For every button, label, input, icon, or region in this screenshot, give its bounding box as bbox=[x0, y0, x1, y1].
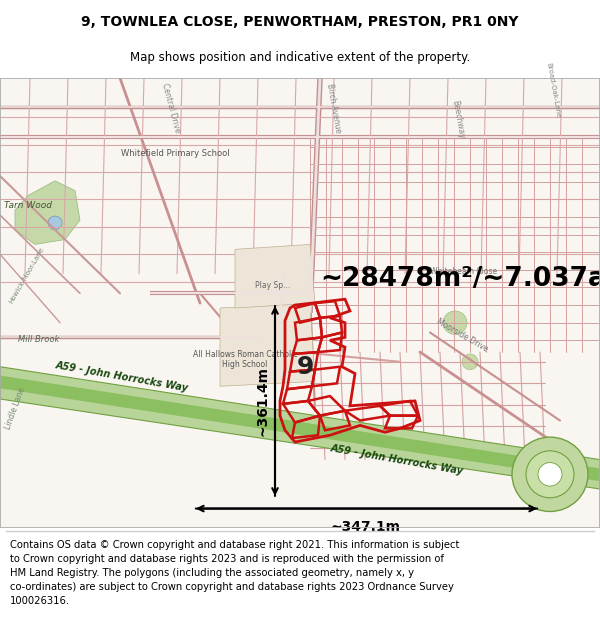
Text: Tarn Wood: Tarn Wood bbox=[4, 201, 52, 210]
Text: A59 - John Horrocks Way: A59 - John Horrocks Way bbox=[55, 360, 190, 393]
Polygon shape bbox=[235, 244, 315, 308]
Polygon shape bbox=[0, 376, 600, 481]
Text: Moorside Drive: Moorside Drive bbox=[435, 318, 490, 354]
Text: 9, TOWNLEA CLOSE, PENWORTHAM, PRESTON, PR1 0NY: 9, TOWNLEA CLOSE, PENWORTHAM, PRESTON, P… bbox=[81, 15, 519, 29]
Circle shape bbox=[512, 437, 588, 511]
Text: All Hallows Roman Catholic
High School: All Hallows Roman Catholic High School bbox=[193, 350, 298, 369]
Polygon shape bbox=[0, 367, 600, 489]
Circle shape bbox=[538, 462, 562, 486]
Text: ~361.4m: ~361.4m bbox=[256, 366, 270, 436]
Polygon shape bbox=[240, 313, 295, 352]
Circle shape bbox=[526, 451, 574, 498]
Polygon shape bbox=[15, 181, 80, 244]
Text: Lindle Lane: Lindle Lane bbox=[3, 386, 26, 431]
Text: Beechway: Beechway bbox=[450, 99, 466, 139]
Circle shape bbox=[443, 311, 467, 334]
Text: Mill Brook: Mill Brook bbox=[18, 335, 59, 344]
Text: ~347.1m: ~347.1m bbox=[331, 520, 401, 534]
Circle shape bbox=[462, 354, 478, 369]
Polygon shape bbox=[220, 303, 315, 386]
Text: Central Drive: Central Drive bbox=[160, 82, 182, 134]
Text: Contains OS data © Crown copyright and database right 2021. This information is : Contains OS data © Crown copyright and d… bbox=[10, 540, 459, 606]
Circle shape bbox=[48, 216, 62, 230]
Text: Birch Avenue: Birch Avenue bbox=[325, 83, 343, 134]
Text: Broad-Oak-Lane: Broad-Oak-Lane bbox=[545, 62, 560, 118]
Text: A59 - John Horrocks Way: A59 - John Horrocks Way bbox=[330, 443, 464, 476]
Text: Howick-Moor-Lane: Howick-Moor-Lane bbox=[8, 246, 45, 304]
Text: Play Sp...: Play Sp... bbox=[255, 281, 290, 291]
Text: ~28478m²/~7.037ac.: ~28478m²/~7.037ac. bbox=[320, 266, 600, 292]
Text: 9: 9 bbox=[296, 355, 314, 379]
Text: Whitebeam Close: Whitebeam Close bbox=[430, 267, 497, 276]
Text: Map shows position and indicative extent of the property.: Map shows position and indicative extent… bbox=[130, 51, 470, 64]
Text: Whitefield Primary School: Whitefield Primary School bbox=[121, 149, 229, 158]
